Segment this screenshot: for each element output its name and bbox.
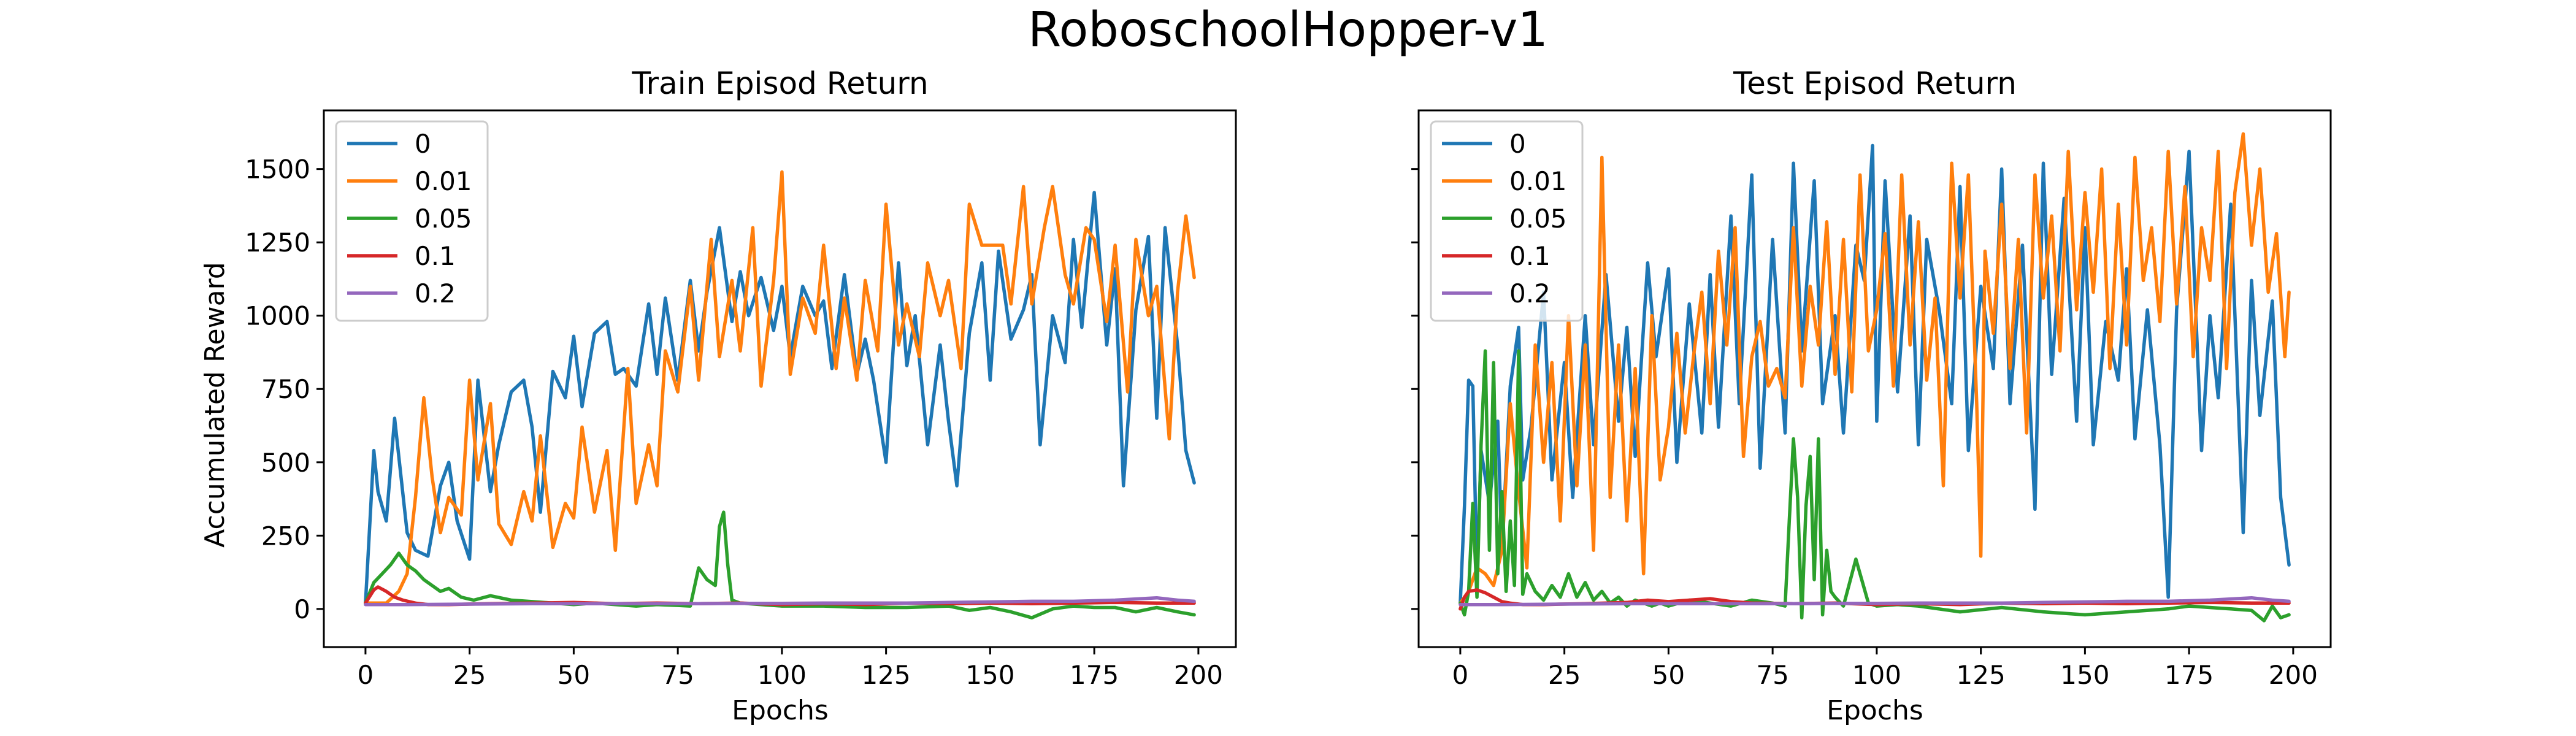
test-legend-label: 0.1	[1509, 241, 1551, 271]
train-legend-label: 0.1	[415, 241, 456, 271]
test-axes-frame	[1417, 109, 2332, 648]
train-y-tick-label: 500	[261, 448, 310, 478]
train-x-tick-label: 50	[558, 660, 590, 690]
test-x-tick-label: 125	[1957, 660, 2006, 690]
train-axes-frame	[323, 109, 1237, 648]
test-return-panel: Test Episod Return Epochs 0 25 50 75 100 125 1…	[1411, 66, 2332, 726]
train-y-tick-label: 250	[261, 521, 310, 551]
test-legend-box	[1430, 120, 1584, 322]
train-x-tick-label: 200	[1174, 660, 1223, 690]
test-panel-title: Test Episod Return	[1733, 66, 2017, 101]
train-y-tick-label: 750	[261, 374, 310, 404]
train-x-tick-label: 25	[453, 660, 486, 690]
train-y-tick-label: 1500	[245, 155, 310, 185]
train-x-tick-label: 150	[965, 660, 1014, 690]
train-y-tick-label: 1250	[245, 228, 310, 258]
train-series-line-0-2	[364, 596, 1196, 607]
test-x-tick-label: 175	[2164, 660, 2214, 690]
test-series-group	[1459, 132, 2291, 623]
train-series-line-0-01	[364, 170, 1196, 605]
test-x-tick-label: 75	[1756, 660, 1788, 690]
train-x-axis-label: Epochs	[732, 695, 829, 726]
test-x-tick-label: 150	[2060, 660, 2109, 690]
test-plot-area: 0 25 50 75 100 125 150 175 200 0 0.01 0.05 0.1 0.2	[1411, 109, 2332, 690]
train-legend-label: 0	[415, 129, 431, 159]
train-return-panel: Train Episod Return Epochs Accumulated R…	[199, 66, 1237, 726]
train-y-axis-label: Accumulated Reward	[199, 262, 231, 548]
train-legend-box	[335, 120, 489, 322]
test-x-tick-label: 200	[2269, 660, 2318, 690]
train-plot-area: 0 25 50 75 100 125 150 175 200 0 250 500 750 1000 1250…	[245, 109, 1237, 690]
test-legend-label: 0.01	[1509, 166, 1567, 196]
train-panel-title: Train Episod Return	[631, 66, 928, 101]
test-x-tick-label: 25	[1548, 660, 1581, 690]
train-x-tick-label: 175	[1070, 660, 1119, 690]
test-legend-label: 0	[1509, 129, 1526, 159]
test-x-tick-label: 100	[1852, 660, 1901, 690]
train-y-tick-label: 0	[294, 594, 310, 624]
train-y-tick-label: 1000	[245, 301, 310, 331]
test-x-axis-label: Epochs	[1827, 695, 1923, 726]
train-legend-label: 0.05	[415, 204, 472, 234]
train-x-tick-label: 100	[757, 660, 807, 690]
train-legend-label: 0.2	[415, 278, 456, 309]
train-legend-label: 0.01	[415, 166, 472, 196]
train-series-group	[364, 170, 1196, 619]
train-legend: 0 0.01 0.05 0.1 0.2	[335, 120, 489, 322]
train-x-tick-label: 75	[661, 660, 694, 690]
test-legend-label: 0.2	[1509, 278, 1551, 309]
test-series-line-0-01	[1459, 132, 2291, 605]
test-x-tick-label: 0	[1452, 660, 1469, 690]
train-x-tick-label: 0	[358, 660, 374, 690]
figure-title: RoboschoolHopper-v1	[1028, 2, 1548, 58]
test-series-line-0-2	[1459, 596, 2291, 607]
train-series-line-0-05	[364, 510, 1196, 619]
train-x-tick-label: 125	[862, 660, 911, 690]
test-legend-label: 0.05	[1509, 204, 1567, 234]
test-series-line-0-1	[1459, 588, 2291, 611]
test-legend: 0 0.01 0.05 0.1 0.2	[1430, 120, 1584, 322]
train-series-line-0	[364, 191, 1196, 605]
test-x-tick-label: 50	[1652, 660, 1685, 690]
